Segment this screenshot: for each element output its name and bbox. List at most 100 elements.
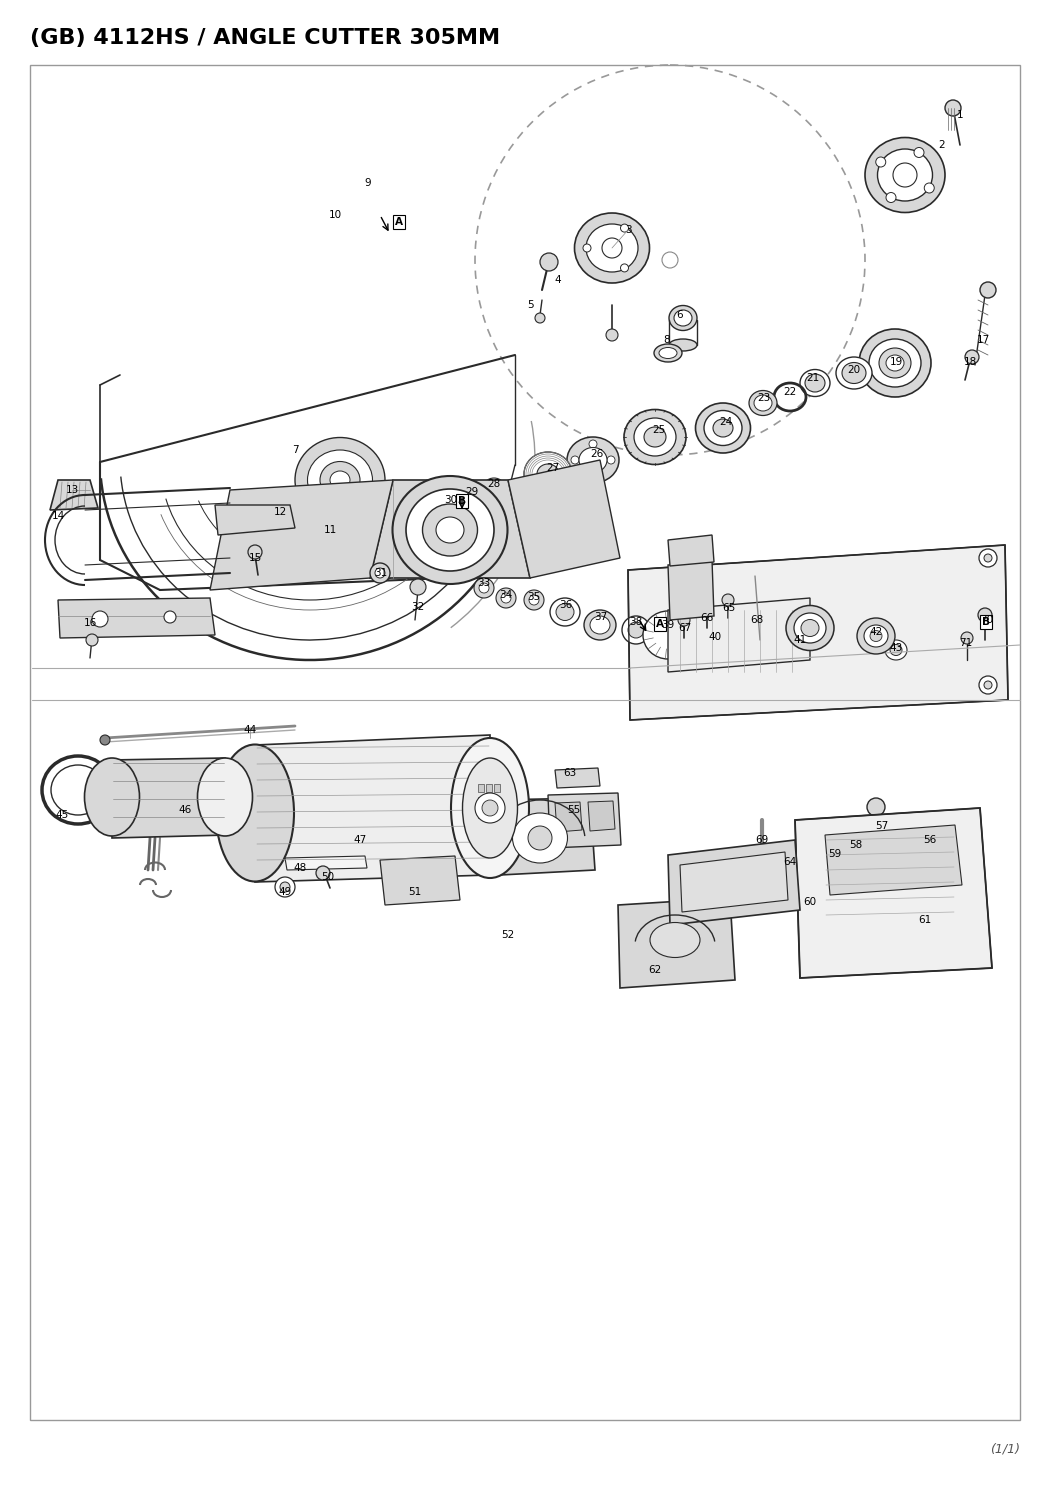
Text: 46: 46	[178, 805, 191, 815]
Text: 43: 43	[889, 643, 903, 653]
Circle shape	[248, 545, 262, 558]
Circle shape	[701, 604, 713, 616]
Text: (GB) 4112HS / ANGLE CUTTER 305MM: (GB) 4112HS / ANGLE CUTTER 305MM	[30, 28, 500, 48]
Circle shape	[628, 622, 644, 639]
Polygon shape	[668, 560, 714, 621]
Circle shape	[621, 264, 629, 272]
Circle shape	[622, 616, 650, 644]
Text: 12: 12	[273, 506, 287, 517]
Circle shape	[275, 878, 295, 897]
Text: 35: 35	[527, 593, 541, 601]
Text: 64: 64	[783, 857, 797, 867]
Polygon shape	[668, 598, 810, 673]
Ellipse shape	[878, 148, 932, 200]
Polygon shape	[370, 480, 530, 578]
Text: 34: 34	[500, 590, 512, 600]
Circle shape	[487, 484, 501, 496]
Text: 26: 26	[590, 448, 604, 459]
Ellipse shape	[800, 370, 830, 396]
Text: 38: 38	[629, 616, 643, 627]
Ellipse shape	[84, 757, 140, 836]
Circle shape	[375, 567, 385, 578]
Polygon shape	[825, 826, 962, 895]
Circle shape	[849, 835, 861, 846]
Ellipse shape	[674, 310, 692, 327]
Circle shape	[867, 797, 885, 815]
Text: A: A	[395, 217, 403, 227]
Polygon shape	[110, 757, 228, 838]
Circle shape	[965, 350, 979, 364]
Circle shape	[754, 867, 770, 884]
Ellipse shape	[669, 339, 697, 350]
Ellipse shape	[805, 374, 825, 392]
Text: 62: 62	[649, 965, 662, 976]
Circle shape	[92, 610, 108, 627]
Circle shape	[722, 594, 734, 606]
Circle shape	[482, 800, 498, 815]
Circle shape	[524, 590, 544, 610]
Text: 51: 51	[408, 887, 422, 897]
Ellipse shape	[556, 603, 574, 621]
Text: 2: 2	[939, 140, 945, 150]
Circle shape	[892, 163, 917, 187]
Ellipse shape	[659, 347, 677, 358]
Ellipse shape	[436, 517, 464, 544]
Text: 27: 27	[546, 463, 560, 474]
Polygon shape	[380, 855, 460, 904]
Ellipse shape	[890, 644, 902, 655]
Text: 31: 31	[375, 567, 387, 578]
Polygon shape	[488, 797, 595, 875]
Circle shape	[164, 610, 176, 624]
Ellipse shape	[586, 224, 638, 272]
Text: 58: 58	[849, 841, 863, 849]
Text: 18: 18	[964, 356, 977, 367]
Text: 61: 61	[919, 915, 931, 925]
Circle shape	[980, 282, 996, 298]
Text: A: A	[656, 619, 664, 630]
Ellipse shape	[886, 355, 904, 371]
Ellipse shape	[865, 138, 945, 212]
Text: 21: 21	[806, 373, 820, 383]
Circle shape	[589, 472, 597, 480]
Text: 41: 41	[794, 636, 806, 644]
Text: 57: 57	[876, 821, 888, 832]
Polygon shape	[668, 535, 714, 566]
Circle shape	[606, 330, 618, 342]
Text: 32: 32	[412, 601, 424, 612]
Text: 19: 19	[889, 356, 903, 367]
Circle shape	[474, 578, 494, 598]
Bar	[754, 858, 770, 870]
Text: 48: 48	[293, 863, 307, 873]
Ellipse shape	[704, 410, 742, 445]
Circle shape	[501, 593, 511, 603]
Ellipse shape	[869, 339, 921, 388]
Ellipse shape	[650, 922, 700, 958]
Circle shape	[979, 676, 997, 693]
Polygon shape	[255, 735, 490, 882]
Circle shape	[945, 99, 961, 116]
Text: 37: 37	[594, 612, 608, 622]
Circle shape	[540, 252, 558, 270]
Bar	[478, 809, 484, 818]
Text: 23: 23	[757, 394, 771, 402]
Ellipse shape	[308, 450, 373, 509]
Polygon shape	[285, 855, 368, 870]
Circle shape	[479, 584, 489, 593]
Text: 7: 7	[292, 446, 298, 454]
Circle shape	[961, 633, 973, 644]
Text: 15: 15	[249, 552, 261, 563]
Text: 5: 5	[527, 300, 533, 310]
Polygon shape	[680, 852, 788, 912]
Text: 50: 50	[321, 872, 335, 882]
Bar	[494, 797, 500, 805]
Ellipse shape	[794, 613, 826, 643]
Ellipse shape	[864, 625, 888, 647]
Circle shape	[496, 588, 516, 607]
Ellipse shape	[550, 598, 580, 627]
Ellipse shape	[406, 489, 494, 572]
Text: 9: 9	[364, 178, 372, 189]
Circle shape	[475, 793, 505, 823]
Ellipse shape	[644, 428, 666, 447]
Ellipse shape	[574, 212, 650, 284]
Circle shape	[607, 456, 615, 463]
